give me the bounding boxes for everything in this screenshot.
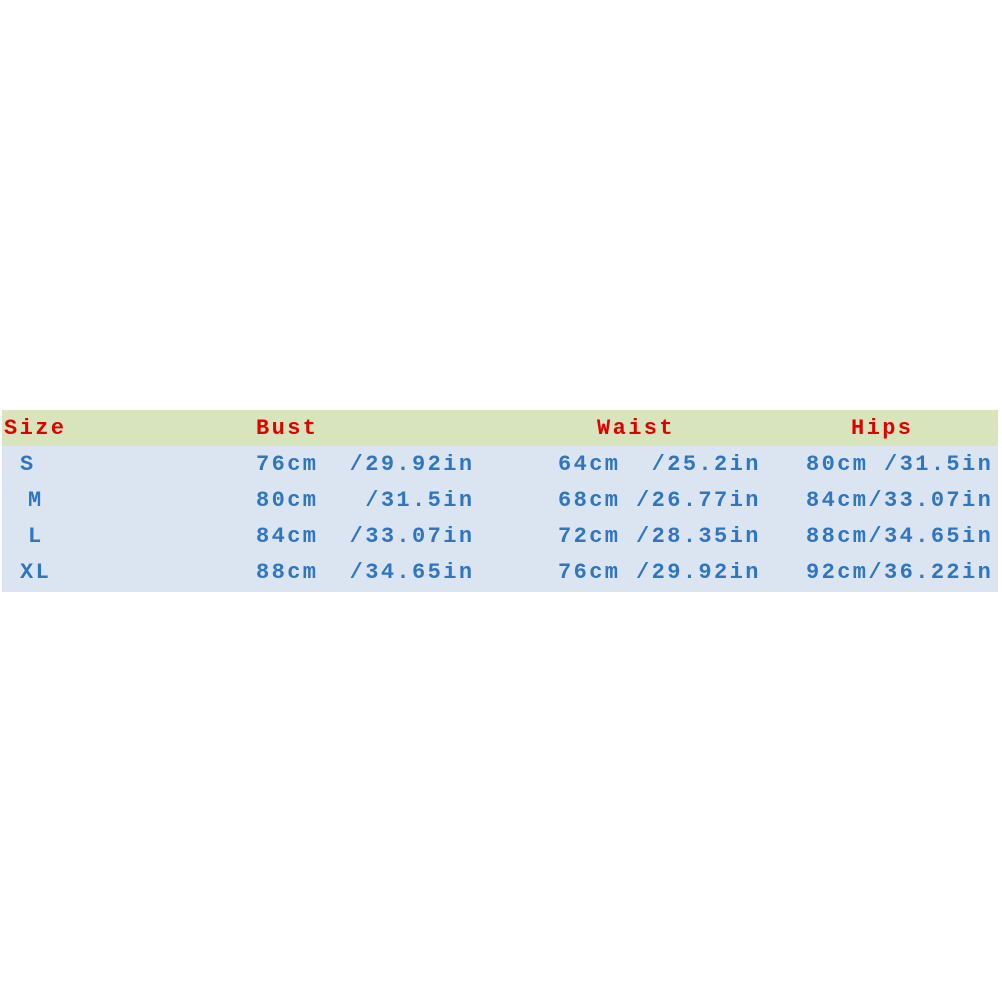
table-cell: L	[28, 524, 44, 549]
header-cell: Bust	[256, 416, 319, 441]
header-band	[2, 410, 998, 446]
table-cell: 68cm /26.77in	[558, 488, 761, 513]
table-cell: 64cm /25.2in	[558, 452, 761, 477]
table-cell: M	[28, 488, 44, 513]
header-cell: Size	[4, 416, 67, 441]
header-cell: Waist	[597, 416, 676, 441]
table-cell: S	[20, 452, 36, 477]
table-cell: 88cm/34.65in	[806, 524, 994, 549]
table-cell: 80cm /31.5in	[256, 488, 475, 513]
table-cell: 84cm/33.07in	[806, 488, 994, 513]
table-cell: 76cm /29.92in	[256, 452, 475, 477]
table-cell: 88cm /34.65in	[256, 560, 475, 585]
table-cell: 84cm /33.07in	[256, 524, 475, 549]
header-cell: Hips	[851, 416, 914, 441]
table-cell: 72cm /28.35in	[558, 524, 761, 549]
table-cell: 76cm /29.92in	[558, 560, 761, 585]
body-band	[2, 446, 998, 592]
table-cell: 80cm /31.5in	[806, 452, 994, 477]
table-cell: 92cm/36.22in	[806, 560, 994, 585]
table-cell: XL	[20, 560, 52, 585]
